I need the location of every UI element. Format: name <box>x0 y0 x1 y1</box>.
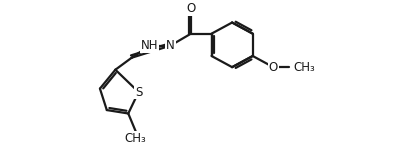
Text: S: S <box>135 86 142 98</box>
Text: CH₃: CH₃ <box>124 132 146 145</box>
Text: CH₃: CH₃ <box>294 61 315 74</box>
Text: NH: NH <box>141 39 158 52</box>
Text: O: O <box>269 61 278 74</box>
Text: N: N <box>166 39 175 52</box>
Text: O: O <box>186 2 196 15</box>
